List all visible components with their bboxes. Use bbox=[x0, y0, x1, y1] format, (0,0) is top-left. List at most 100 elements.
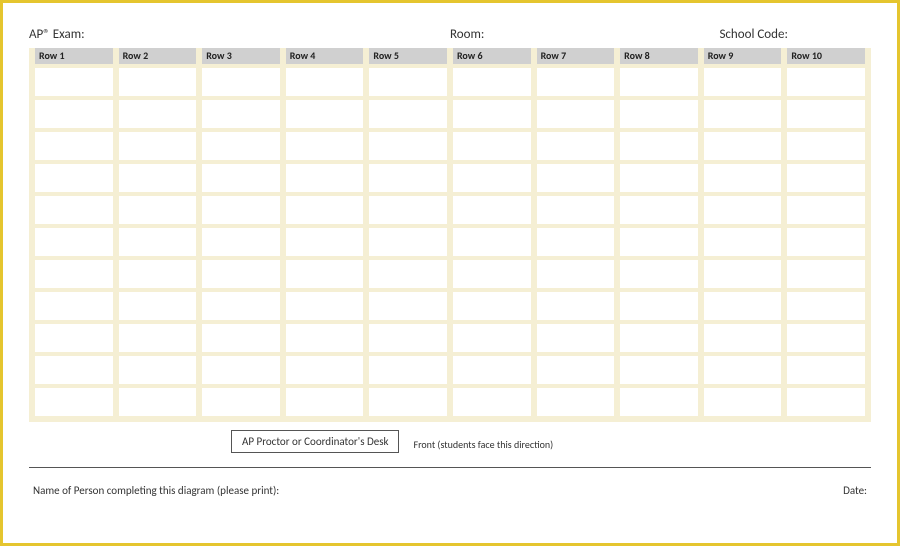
seat-cell bbox=[787, 324, 865, 352]
seat-cell bbox=[119, 68, 197, 96]
seat-cell bbox=[537, 132, 615, 160]
seat-cell bbox=[119, 388, 197, 416]
seat-cell bbox=[537, 196, 615, 224]
column-header: Row 8 bbox=[620, 48, 698, 64]
seat-cell bbox=[537, 260, 615, 288]
header-labels: AP® Exam: Room: School Code: bbox=[29, 27, 871, 42]
seat-cell bbox=[787, 68, 865, 96]
below-chart-row: AP Proctor or Coordinator's Desk Front (… bbox=[29, 430, 871, 468]
seat-cell bbox=[286, 196, 364, 224]
seat-cell bbox=[537, 324, 615, 352]
seat-cell bbox=[537, 388, 615, 416]
seat-cell bbox=[453, 68, 531, 96]
column-header: Row 1 bbox=[35, 48, 113, 64]
date-label: Date: bbox=[843, 484, 867, 497]
seat-cell bbox=[119, 324, 197, 352]
seat-cell bbox=[704, 132, 782, 160]
column-header: Row 4 bbox=[286, 48, 364, 64]
seat-cell bbox=[369, 292, 447, 320]
seat-cell bbox=[704, 164, 782, 192]
seat-cell bbox=[620, 100, 698, 128]
seat-cell bbox=[119, 196, 197, 224]
seat-cell bbox=[787, 228, 865, 256]
seat-cell bbox=[119, 356, 197, 384]
seat-cell bbox=[202, 100, 280, 128]
seat-cell bbox=[119, 100, 197, 128]
seat-cell bbox=[35, 260, 113, 288]
column-header: Row 3 bbox=[202, 48, 280, 64]
seating-column: Row 1 bbox=[35, 48, 113, 416]
seat-cell bbox=[369, 68, 447, 96]
seat-cell bbox=[202, 68, 280, 96]
seat-cell bbox=[620, 356, 698, 384]
seat-cell bbox=[119, 292, 197, 320]
seat-cell bbox=[202, 132, 280, 160]
exam-label: AP® Exam: bbox=[29, 27, 450, 42]
seating-column: Row 6 bbox=[453, 48, 531, 416]
seat-cell bbox=[453, 100, 531, 128]
seating-column: Row 4 bbox=[286, 48, 364, 416]
front-direction-note: Front (students face this direction) bbox=[413, 438, 553, 453]
seat-cell bbox=[787, 260, 865, 288]
seat-cell bbox=[286, 132, 364, 160]
seat-cell bbox=[704, 68, 782, 96]
seat-cell bbox=[286, 292, 364, 320]
seat-cell bbox=[537, 164, 615, 192]
seat-cell bbox=[119, 132, 197, 160]
seat-cell bbox=[35, 388, 113, 416]
seat-cell bbox=[537, 68, 615, 96]
seat-cell bbox=[35, 132, 113, 160]
seat-cell bbox=[35, 324, 113, 352]
column-header: Row 7 bbox=[537, 48, 615, 64]
seat-cell bbox=[620, 388, 698, 416]
seat-cell bbox=[369, 164, 447, 192]
seat-cell bbox=[369, 356, 447, 384]
seat-cell bbox=[620, 324, 698, 352]
column-header: Row 5 bbox=[369, 48, 447, 64]
seat-cell bbox=[119, 260, 197, 288]
seating-column: Row 7 bbox=[537, 48, 615, 416]
seating-column: Row 9 bbox=[704, 48, 782, 416]
seat-cell bbox=[369, 132, 447, 160]
seat-cell bbox=[202, 196, 280, 224]
seat-cell bbox=[787, 356, 865, 384]
seat-cell bbox=[286, 324, 364, 352]
seat-cell bbox=[369, 228, 447, 256]
seat-cell bbox=[286, 100, 364, 128]
name-of-person-label: Name of Person completing this diagram (… bbox=[33, 484, 279, 497]
seat-cell bbox=[35, 164, 113, 192]
seat-cell bbox=[286, 260, 364, 288]
seat-cell bbox=[453, 228, 531, 256]
room-label: Room: bbox=[450, 27, 719, 42]
seat-cell bbox=[787, 164, 865, 192]
seat-cell bbox=[787, 292, 865, 320]
seat-cell bbox=[369, 100, 447, 128]
seat-cell bbox=[369, 196, 447, 224]
seat-cell bbox=[704, 260, 782, 288]
seat-cell bbox=[704, 388, 782, 416]
seat-cell bbox=[453, 356, 531, 384]
seating-chart: Row 1Row 2Row 3Row 4Row 5Row 6Row 7Row 8… bbox=[29, 48, 871, 422]
seat-cell bbox=[537, 100, 615, 128]
seat-cell bbox=[119, 228, 197, 256]
seat-cell bbox=[202, 228, 280, 256]
seat-cell bbox=[537, 356, 615, 384]
seat-cell bbox=[369, 388, 447, 416]
seat-cell bbox=[286, 356, 364, 384]
seat-cell bbox=[537, 292, 615, 320]
footer-row: Name of Person completing this diagram (… bbox=[29, 484, 871, 497]
seat-cell bbox=[35, 68, 113, 96]
column-header: Row 6 bbox=[453, 48, 531, 64]
seat-cell bbox=[202, 292, 280, 320]
seat-cell bbox=[35, 196, 113, 224]
seat-cell bbox=[704, 196, 782, 224]
seat-cell bbox=[286, 68, 364, 96]
school-code-label: School Code: bbox=[719, 27, 871, 42]
seat-cell bbox=[787, 132, 865, 160]
seat-cell bbox=[620, 196, 698, 224]
seat-cell bbox=[704, 356, 782, 384]
seat-cell bbox=[620, 260, 698, 288]
seat-cell bbox=[453, 164, 531, 192]
seat-cell bbox=[202, 388, 280, 416]
seat-cell bbox=[787, 388, 865, 416]
